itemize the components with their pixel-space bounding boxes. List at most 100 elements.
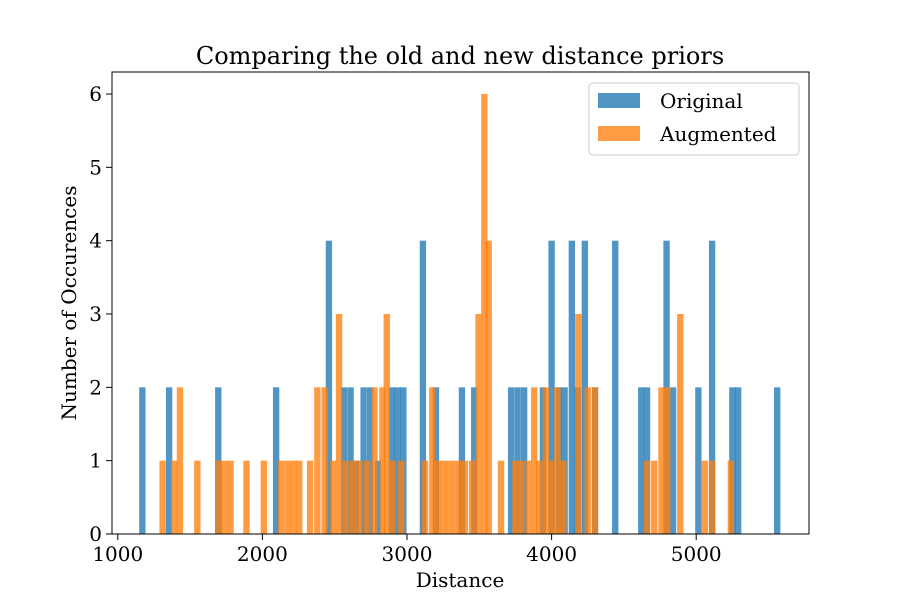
- original-bar-0: [139, 387, 146, 534]
- original-bar-17: [471, 387, 478, 534]
- augmented-bar-59: [727, 460, 735, 534]
- series-augmented: [159, 94, 735, 535]
- augmented-bar-2: [176, 387, 184, 534]
- original-bar-18: [507, 387, 515, 534]
- augmented-bar-9: [278, 460, 285, 534]
- augmented-bar-22: [371, 387, 378, 534]
- augmented-bar-55: [664, 387, 671, 534]
- augmented-bar-5: [221, 460, 228, 534]
- bars-layer: [139, 94, 781, 535]
- original-bar-35: [708, 240, 716, 535]
- original-bar-1: [165, 387, 173, 534]
- augmented-bar-52: [643, 460, 651, 534]
- original-bar-25: [568, 240, 576, 535]
- augmented-bar-6: [227, 460, 234, 534]
- augmented-bar-49: [575, 314, 582, 534]
- augmented-bar-30: [439, 460, 447, 534]
- chart-title: Comparing the old and new distance prior…: [196, 42, 724, 70]
- augmented-bar-47: [554, 387, 561, 534]
- series-original: [139, 240, 781, 535]
- original-bar-22: [548, 240, 555, 535]
- augmented-bar-56: [677, 314, 684, 534]
- axes-frame: [111, 71, 810, 535]
- augmented-bar-40: [512, 460, 519, 534]
- augmented-bar-46: [548, 460, 555, 534]
- original-bar-20: [520, 387, 528, 534]
- original-bar-4: [325, 240, 333, 535]
- original-bar-13: [400, 387, 407, 534]
- augmented-bar-34: [461, 460, 469, 534]
- augmented-bar-3: [194, 460, 201, 534]
- augmented-bar-23: [379, 387, 386, 534]
- original-bar-34: [695, 387, 702, 534]
- augmented-bar-43: [531, 387, 538, 534]
- y-tick-label-1: 1: [89, 449, 102, 473]
- augmented-bar-53: [651, 460, 658, 534]
- augmented-bar-45: [542, 387, 549, 534]
- y-axis-ticks: 0 1 2 3 4 5 6: [89, 82, 112, 546]
- original-bar-38: [774, 387, 781, 534]
- augmented-bar-11: [290, 460, 297, 534]
- augmented-bar-37: [481, 94, 488, 534]
- y-tick-label-3: 3: [89, 302, 102, 326]
- augmented-bar-44: [536, 460, 543, 534]
- augmented-bar-24: [383, 314, 390, 534]
- augmented-bar-0: [159, 460, 166, 534]
- x-tick-label-2000: 2000: [237, 542, 288, 566]
- augmented-bar-8: [260, 460, 268, 534]
- augmented-bar-19: [349, 460, 356, 534]
- augmented-bar-10: [284, 460, 291, 534]
- original-bar-5: [340, 387, 348, 534]
- y-tick-label-4: 4: [89, 229, 102, 253]
- augmented-bar-12: [296, 460, 303, 534]
- augmented-bar-51: [591, 387, 599, 534]
- augmented-bar-28: [429, 387, 436, 534]
- augmented-bar-15: [321, 387, 328, 534]
- x-tick-label-1000: 1000: [92, 542, 143, 566]
- augmented-bar-7: [243, 460, 250, 534]
- x-tick-label-5000: 5000: [671, 542, 722, 566]
- augmented-bar-41: [518, 460, 525, 534]
- original-bar-36: [729, 387, 736, 534]
- augmented-bar-32: [451, 460, 458, 534]
- original-bar-15: [432, 387, 440, 534]
- original-bar-24: [561, 387, 568, 534]
- augmented-bar-29: [434, 460, 441, 534]
- augmented-bar-16: [330, 460, 337, 534]
- augmented-bar-20: [356, 460, 363, 534]
- legend-box: [588, 82, 800, 156]
- augmented-bar-26: [398, 460, 405, 534]
- y-axis-label: Number of Occurences: [57, 186, 81, 421]
- original-bar-37: [734, 387, 742, 534]
- y-tick-label-0: 0: [89, 522, 102, 546]
- original-bar-29: [612, 240, 619, 535]
- original-bar-8: [360, 387, 367, 534]
- original-bar-19: [514, 387, 521, 534]
- original-bar-10: [374, 460, 382, 534]
- augmented-bar-25: [389, 460, 396, 534]
- x-axis-ticks: 1000 2000 3000 4000 5000: [92, 534, 722, 566]
- original-bar-12: [394, 387, 401, 534]
- augmented-bar-54: [658, 387, 665, 534]
- augmented-bar-13: [306, 460, 314, 534]
- augmented-bar-4: [215, 460, 223, 534]
- augmented-bar-42: [525, 460, 532, 534]
- original-bar-33: [669, 387, 677, 534]
- y-tick-label-6: 6: [89, 82, 102, 106]
- x-tick-label-3000: 3000: [382, 542, 433, 566]
- original-bar-31: [643, 387, 651, 534]
- original-bar-2: [215, 387, 222, 534]
- original-bar-14: [419, 240, 427, 535]
- augmented-bar-50: [584, 387, 591, 534]
- legend-label-original: Original: [660, 89, 743, 113]
- y-tick-label-2: 2: [89, 375, 102, 399]
- augmented-bar-17: [335, 314, 343, 534]
- augmented-bar-57: [701, 460, 709, 534]
- augmented-bar-1: [171, 460, 178, 534]
- augmented-bar-58: [708, 460, 716, 534]
- augmented-bar-14: [314, 387, 321, 534]
- original-bar-11: [388, 387, 395, 534]
- augmented-bar-21: [364, 460, 371, 534]
- x-axis-label: Distance: [416, 568, 505, 592]
